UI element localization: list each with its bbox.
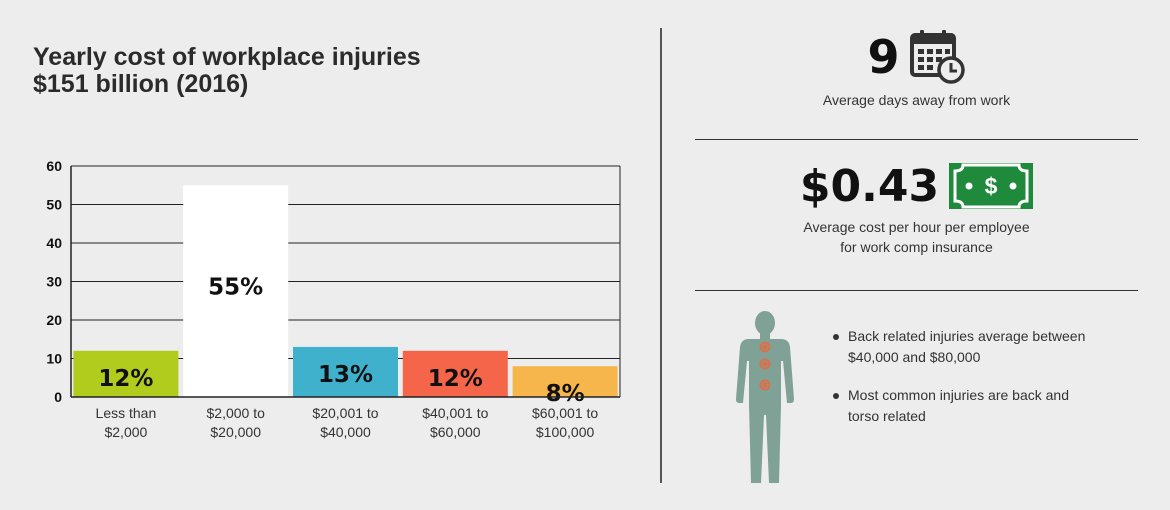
x-tick-label: $40,001 to — [422, 405, 488, 421]
injury-facts-list: Back related injuries average between $4… — [833, 326, 1113, 444]
bar — [73, 350, 179, 397]
chart-title-line2: $151 billion (2016) — [33, 70, 249, 98]
horizontal-divider-2 — [695, 290, 1138, 291]
dollar-bill-symbol: $ — [985, 173, 998, 199]
bar-data-label: 12% — [428, 366, 483, 392]
y-tick-label: 0 — [54, 389, 62, 405]
hourly-cost-value: $0.43 — [799, 160, 940, 212]
days-away-label: Average days away from work — [822, 92, 1011, 108]
bar — [183, 185, 289, 397]
human-body-icon — [736, 311, 794, 483]
injury-fact-line: Back related injuries average between — [848, 328, 1086, 344]
days-away-stat: 9 Average days away from work — [695, 28, 1138, 110]
bar-data-label: 13% — [318, 362, 373, 388]
injury-fact-line: torso related — [848, 408, 926, 424]
dollar-bill-icon: $ — [949, 163, 1034, 209]
x-tick-label: $2,000 — [104, 424, 147, 440]
days-away-value: 9 — [867, 30, 900, 84]
x-tick-label: $100,000 — [536, 424, 595, 440]
bar — [293, 346, 398, 397]
injury-fact-item: Back related injuries average between $4… — [833, 326, 1113, 368]
x-tick-label: $60,001 to — [532, 405, 598, 421]
calendar-clock-icon — [909, 30, 965, 84]
y-tick-label: 50 — [46, 197, 62, 213]
bar — [512, 366, 618, 397]
bar-data-label: 12% — [98, 366, 153, 392]
x-tick-label: Less than — [96, 405, 157, 421]
y-tick-label: 30 — [46, 274, 62, 290]
chart-title: Yearly cost of workplace injuries $151 b… — [33, 44, 421, 98]
hourly-cost-label: Average cost per hour per employee for w… — [695, 217, 1138, 257]
bar-chart: 0 10 20 30 40 50 60 12% Less than $2,000 55% $2,000… — [46, 158, 621, 440]
bar-data-label: 55% — [208, 274, 263, 300]
hourly-cost-stat: $0.43 $ Average cost per hour per employ… — [695, 158, 1138, 257]
y-tick-label: 10 — [46, 351, 62, 367]
hourly-cost-label-line2: for work comp insurance — [840, 239, 993, 255]
vertical-divider — [660, 28, 662, 483]
injury-fact-line: Most common injuries are back and — [848, 387, 1069, 403]
x-tick-label: $2,000 to — [207, 405, 266, 421]
x-tick-label: $20,001 to — [312, 405, 378, 421]
x-tick-label: $20,000 — [210, 424, 261, 440]
hourly-cost-label-line1: Average cost per hour per employee — [803, 219, 1030, 235]
x-tick-label: $40,000 — [320, 424, 371, 440]
back-injury-spots — [759, 341, 771, 391]
chart-title-line1: Yearly cost of workplace injuries — [33, 43, 421, 71]
y-tick-label: 60 — [46, 158, 62, 174]
x-tick-label: $60,000 — [430, 424, 481, 440]
y-tick-label: 20 — [46, 312, 62, 328]
bar — [402, 350, 508, 397]
y-tick-label: 40 — [46, 235, 62, 251]
injury-fact-item: Most common injuries are back and torso … — [833, 385, 1113, 427]
horizontal-divider-1 — [695, 139, 1138, 140]
bar-data-label: 8% — [546, 381, 585, 407]
injury-fact-line: $40,000 and $80,000 — [848, 349, 981, 365]
